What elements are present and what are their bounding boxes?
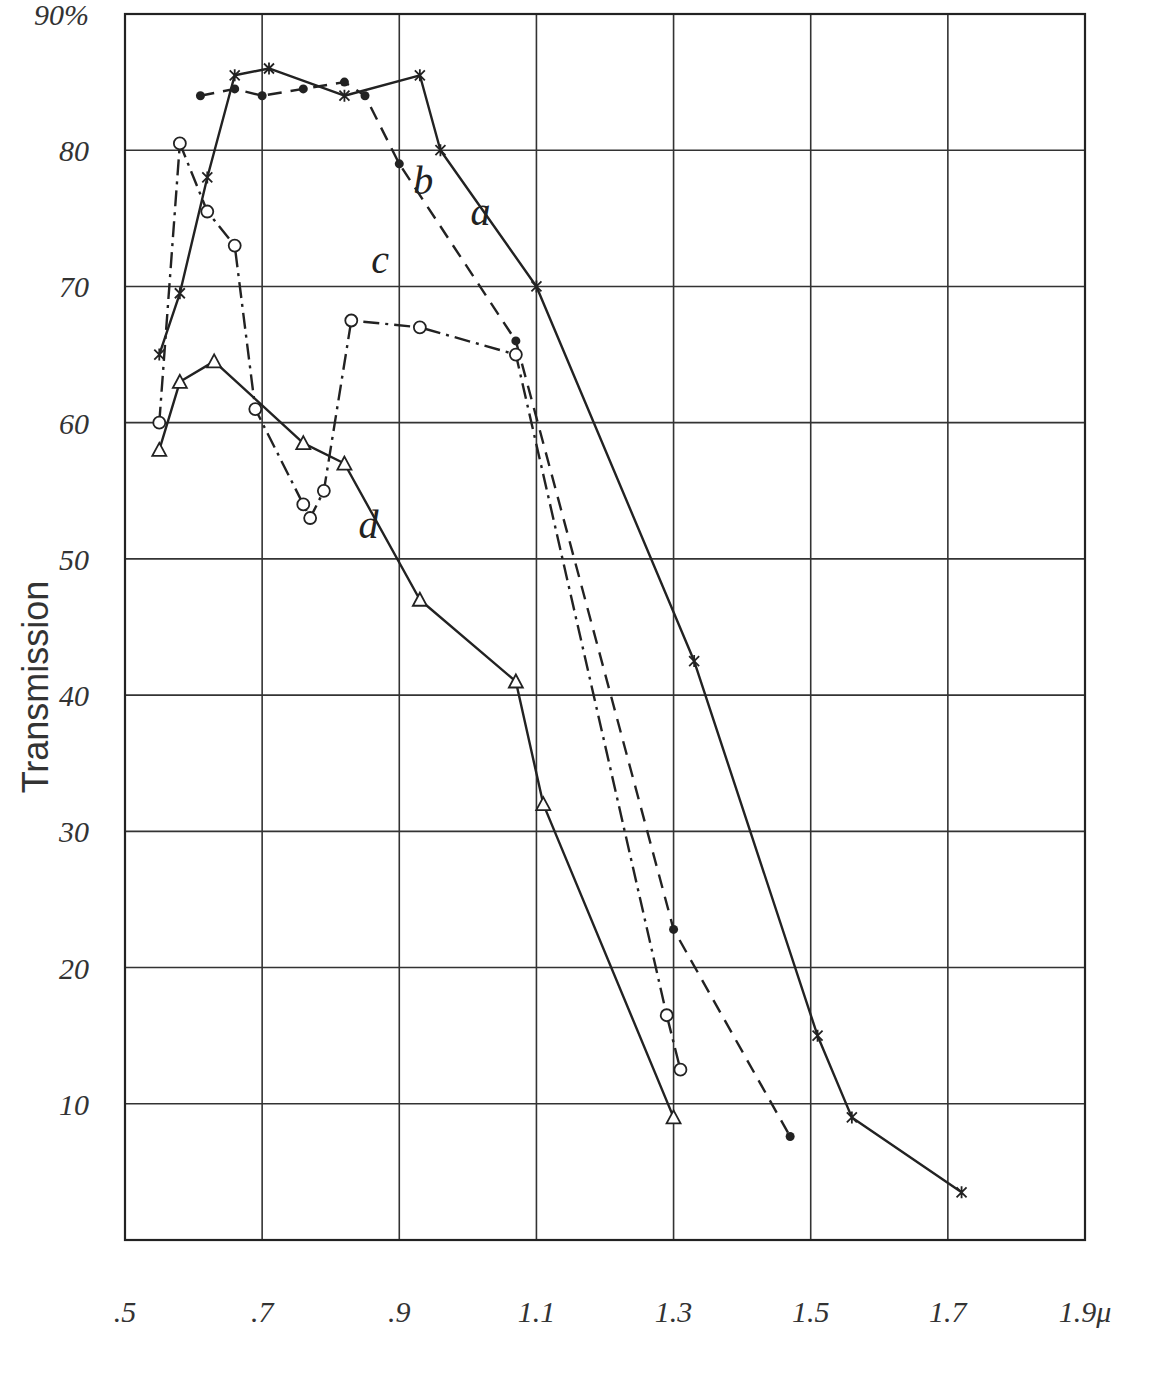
- marker-dot: [786, 1132, 795, 1141]
- grid-line-x: [536, 14, 538, 1240]
- marker-dot: [340, 78, 349, 87]
- marker-star: [813, 1030, 823, 1042]
- grid-line-y: [125, 422, 1085, 424]
- x-tick-label: 1.1: [518, 1295, 556, 1328]
- grid-line-y: [125, 149, 1085, 151]
- grid-line-x: [398, 14, 400, 1240]
- x-tick-label: 1.3: [655, 1295, 693, 1328]
- y-tick-label: 60: [59, 407, 89, 440]
- marker-star: [689, 655, 699, 667]
- y-tick-label: 10: [59, 1088, 89, 1121]
- marker-circle: [414, 321, 426, 333]
- marker-dot: [258, 91, 267, 100]
- marker-star: [415, 69, 425, 81]
- marker-dot: [395, 159, 404, 168]
- marker-star: [175, 287, 185, 299]
- marker-triangle: [173, 375, 187, 388]
- marker-triangle: [296, 436, 310, 449]
- marker-circle: [201, 206, 213, 218]
- x-tick-label: 1.5: [792, 1295, 830, 1328]
- series-line: [159, 361, 673, 1117]
- series-label: a: [470, 189, 490, 234]
- x-tick-label: .5: [114, 1295, 137, 1328]
- marker-star: [264, 62, 274, 74]
- marker-star: [957, 1186, 967, 1198]
- marker-star: [154, 349, 164, 361]
- marker-circle: [229, 240, 241, 252]
- series-line: [200, 82, 790, 1136]
- marker-star: [202, 171, 212, 183]
- marker-circle: [153, 417, 165, 429]
- marker-circle: [661, 1009, 673, 1021]
- x-tick-label: 1.7: [929, 1295, 969, 1328]
- series-label: c: [371, 237, 389, 282]
- chart: .5 .7 .9 1.1 1.3 1.5 1.7 1.9μ 10 20 30 40 50 60 70 80 90…: [0, 0, 1151, 1390]
- series-label: b: [413, 158, 433, 203]
- marker-dot: [230, 84, 239, 93]
- series-label: d: [358, 502, 379, 547]
- y-tick-label: 50: [59, 543, 89, 576]
- plot-frame: [125, 14, 1085, 1240]
- marker-circle: [304, 512, 316, 524]
- y-tick-label: 20: [59, 952, 89, 985]
- marker-triangle: [509, 674, 523, 687]
- marker-star: [531, 280, 541, 292]
- y-tick-label: 80: [59, 134, 89, 167]
- grid-line-y: [125, 694, 1085, 696]
- grid-line-y: [125, 558, 1085, 560]
- marker-circle: [249, 403, 261, 415]
- marker-dot: [196, 91, 205, 100]
- marker-circle: [510, 349, 522, 361]
- marker-dot: [361, 91, 370, 100]
- marker-triangle: [667, 1110, 681, 1123]
- marker-star: [847, 1111, 857, 1123]
- grid-line-y: [125, 286, 1085, 288]
- marker-star: [435, 144, 445, 156]
- x-tick-label: .7: [251, 1295, 276, 1328]
- grid-line-y: [125, 967, 1085, 969]
- y-tick-label: 30: [58, 815, 89, 848]
- grid-line-x: [261, 14, 263, 1240]
- marker-dot: [669, 925, 678, 934]
- marker-triangle: [152, 443, 166, 456]
- marker-triangle: [413, 593, 427, 606]
- marker-circle: [318, 485, 330, 497]
- marker-triangle: [536, 797, 550, 810]
- marker-dot: [299, 84, 308, 93]
- grid-line-y: [125, 1103, 1085, 1105]
- grid-line-x: [947, 14, 949, 1240]
- grid-line-x: [673, 14, 675, 1240]
- marker-dot: [511, 336, 520, 345]
- grid-line-y: [125, 831, 1085, 833]
- plot-data: [152, 62, 966, 1198]
- marker-triangle: [207, 354, 221, 367]
- grid-line-x: [810, 14, 812, 1240]
- marker-circle: [174, 137, 186, 149]
- y-axis-label: Transmission: [15, 581, 56, 794]
- marker-triangle: [337, 457, 351, 470]
- y-tick-label: 90%: [34, 0, 89, 31]
- marker-star: [339, 90, 349, 102]
- y-tick-label: 40: [59, 679, 89, 712]
- background: [0, 0, 1151, 1390]
- y-tick-label: 70: [59, 270, 89, 303]
- marker-star: [230, 69, 240, 81]
- marker-circle: [674, 1064, 686, 1076]
- marker-circle: [345, 315, 357, 327]
- marker-circle: [297, 498, 309, 510]
- x-tick-label: .9: [388, 1295, 411, 1328]
- series-line: [159, 68, 961, 1192]
- series-line: [159, 143, 680, 1069]
- x-tick-label: 1.9μ: [1059, 1295, 1112, 1328]
